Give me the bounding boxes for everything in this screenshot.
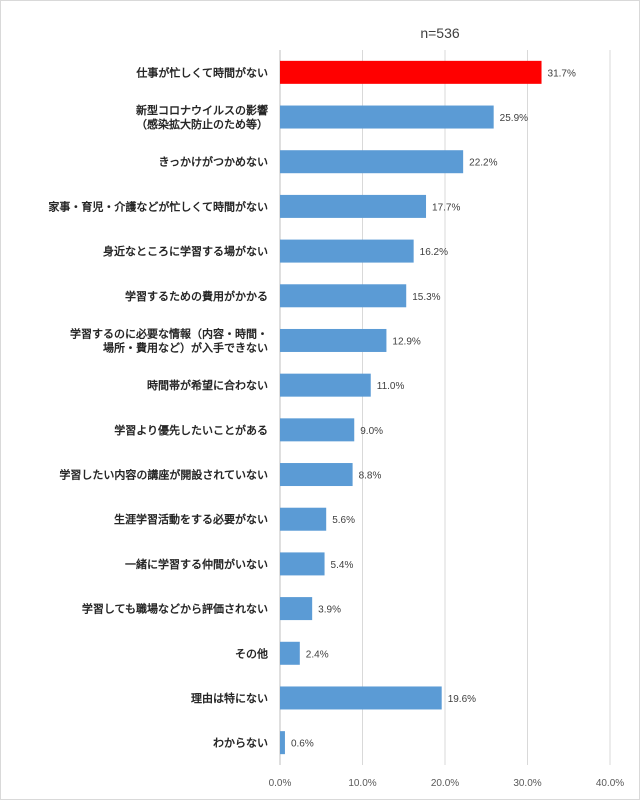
- sample-size-note: n=536: [420, 25, 460, 41]
- bar: [280, 731, 285, 755]
- bar: [280, 284, 407, 308]
- data-label: 9.0%: [360, 426, 383, 437]
- bar: [280, 552, 325, 576]
- category-label: 新型コロナウイルスの影響（感染拡大防止のため等）: [136, 103, 268, 131]
- bar: [280, 597, 313, 621]
- bar: [280, 60, 542, 84]
- data-label: 25.9%: [500, 113, 528, 124]
- data-label: 11.0%: [377, 381, 405, 392]
- bar: [280, 239, 414, 263]
- x-tick-label: 0.0%: [269, 778, 292, 789]
- data-label: 5.4%: [331, 560, 354, 571]
- x-tick-label: 30.0%: [513, 778, 541, 789]
- x-tick-label: 20.0%: [431, 778, 459, 789]
- category-label: 学習するための費用がかかる: [125, 289, 268, 303]
- category-label: その他: [235, 646, 268, 660]
- data-label: 5.6%: [332, 515, 355, 526]
- bar: [280, 418, 355, 442]
- data-label: 0.6%: [291, 739, 314, 750]
- bars: [280, 60, 542, 755]
- bar: [280, 373, 371, 397]
- x-tick-label: 40.0%: [596, 778, 624, 789]
- bar: [280, 194, 427, 218]
- category-label: 家事・育児・介護などが忙しくて時間がない: [48, 199, 268, 213]
- category-label: 時間帯が希望に合わない: [147, 378, 268, 392]
- bar: [280, 150, 464, 174]
- category-label: 仕事が忙しくて時間がない: [135, 65, 268, 79]
- category-label: わからない: [213, 737, 268, 750]
- bar: [280, 463, 353, 487]
- data-label: 22.2%: [469, 158, 497, 169]
- data-label: 17.7%: [432, 202, 460, 213]
- data-label: 31.7%: [548, 68, 576, 79]
- data-label: 15.3%: [412, 292, 440, 303]
- x-tick-label: 10.0%: [348, 778, 376, 789]
- data-label: 12.9%: [392, 336, 420, 347]
- bar: [280, 641, 300, 665]
- category-label: 学習しても職場などから評価されない: [82, 602, 268, 616]
- category-label: きっかけがつかめない: [158, 155, 268, 169]
- category-label: 一緒に学習する仲間がいない: [125, 557, 268, 571]
- bar: [280, 686, 442, 710]
- category-label: 学習したい内容の講座が開設されていない: [59, 468, 268, 482]
- bar: [280, 328, 387, 352]
- labels: 0.0% 10.0% 20.0% 30.0% 40.0% 31.7% 仕事が忙しくて時間がな…: [48, 65, 624, 789]
- data-label: 2.4%: [306, 649, 329, 660]
- data-label: 8.8%: [359, 471, 382, 482]
- bar: [280, 507, 327, 531]
- data-label: 16.2%: [420, 247, 448, 258]
- category-label: 理由は特にない: [191, 691, 268, 705]
- category-label: 身近なところに学習する場がない: [103, 244, 268, 258]
- data-label: 19.6%: [448, 694, 476, 705]
- data-label: 3.9%: [318, 605, 341, 616]
- category-label: 学習するのに必要な情報（内容・時間・場所・費用など）が入手できない: [70, 326, 268, 354]
- category-label: 学習より優先したいことがある: [114, 423, 268, 437]
- bar: [280, 105, 494, 129]
- category-label: 生涯学習活動をする必要がない: [114, 512, 268, 526]
